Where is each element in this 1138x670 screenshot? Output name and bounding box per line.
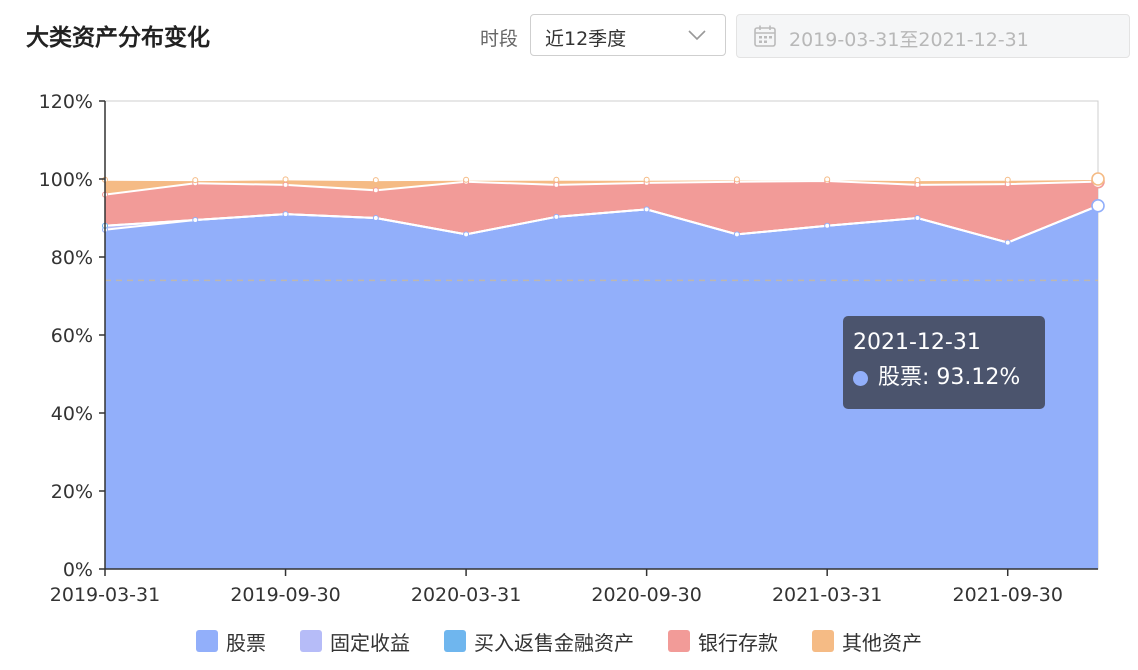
legend-item-3[interactable]: 买入返售金融资产 (444, 627, 634, 656)
point-1-9 (824, 222, 831, 229)
point-1-6 (553, 213, 560, 220)
legend-swatch (668, 630, 690, 652)
legend-swatch (300, 630, 322, 652)
point-5-2 (192, 177, 199, 184)
x-tick-label: 2019-03-31 (50, 584, 160, 606)
tooltip-series-name: 股票 (878, 365, 923, 390)
tooltip-series-dot (853, 370, 868, 386)
point-1-3 (282, 211, 289, 218)
legend-item-2[interactable]: 固定收益 (300, 627, 410, 656)
point-1-4 (372, 215, 379, 221)
area-1 (105, 205, 1098, 569)
legend-swatch (444, 630, 466, 652)
chart-title: 大类资产分布变化 (26, 25, 210, 51)
point-5-8 (733, 176, 740, 183)
point-4-3 (282, 181, 289, 188)
date-range-picker[interactable]: 2019-03-31至2021-12-31 (736, 14, 1130, 58)
y-tick-label: 40% (51, 403, 93, 425)
point-1-10 (914, 215, 921, 221)
calendar-icon (753, 24, 777, 52)
tooltip-separator: : (922, 365, 937, 390)
point-5-9 (824, 176, 831, 183)
legend-item-4[interactable]: 银行存款 (668, 627, 778, 656)
chart-tooltip: 2021-12-31 股票 : 93.12% (843, 316, 1045, 409)
area-5 (105, 179, 1098, 195)
point-5-7 (643, 176, 650, 183)
tooltip-date: 2021-12-31 (853, 330, 981, 355)
x-tick-label: 2021-09-30 (953, 584, 1063, 606)
period-select[interactable]: 近12季度 (530, 14, 726, 56)
point-5-10 (914, 177, 921, 184)
x-tick-label: 2019-09-30 (230, 584, 340, 606)
point-1-8 (733, 231, 740, 238)
point-4-6 (553, 181, 560, 188)
legend-swatch (812, 630, 834, 652)
x-tick-label: 2020-03-31 (411, 584, 521, 606)
x-tick-label: 2020-09-30 (591, 584, 701, 606)
point-4-4 (372, 187, 379, 194)
legend-label: 买入返售金融资产 (474, 630, 634, 655)
point-1-5 (463, 231, 470, 238)
legend-label: 其他资产 (842, 630, 922, 655)
y-tick-label: 100% (39, 169, 93, 191)
y-tick-label: 120% (39, 91, 93, 113)
legend-item-5[interactable]: 其他资产 (812, 627, 922, 656)
date-range-text: 2019-03-31至2021-12-31 (789, 29, 1029, 51)
legend-label: 银行存款 (698, 630, 778, 655)
y-tick-label: 80% (51, 247, 93, 269)
period-label: 时段 (480, 28, 519, 50)
point-5-3 (282, 176, 289, 183)
point-1-12 (1091, 199, 1105, 213)
legend-label: 固定收益 (330, 630, 410, 655)
point-5-12 (1091, 172, 1105, 186)
point-1-2 (192, 216, 199, 223)
point-5-6 (553, 176, 560, 183)
y-tick-label: 20% (51, 481, 93, 503)
line-5 (104, 178, 1099, 182)
point-1-11 (1004, 239, 1011, 246)
y-tick-label: 0% (63, 559, 93, 581)
legend-label: 股票 (226, 630, 266, 655)
point-1-7 (643, 206, 650, 213)
line-3 (104, 204, 1099, 244)
tooltip-value: 93.12% (936, 365, 1021, 390)
area-4 (105, 180, 1098, 243)
y-tick-label: 60% (51, 325, 93, 347)
legend-item-1[interactable]: 股票 (196, 627, 266, 656)
chevron-down-icon (687, 27, 707, 46)
period-select-value: 近12季度 (545, 28, 627, 50)
point-5-5 (463, 176, 470, 183)
x-tick-label: 2021-03-31 (772, 584, 882, 606)
chart-legend: 股票 固定收益 买入返售金融资产 银行存款 其他资产 (196, 624, 956, 658)
point-5-4 (372, 177, 379, 184)
point-5-11 (1004, 176, 1011, 183)
legend-swatch (196, 630, 218, 652)
line-4 (104, 179, 1099, 196)
